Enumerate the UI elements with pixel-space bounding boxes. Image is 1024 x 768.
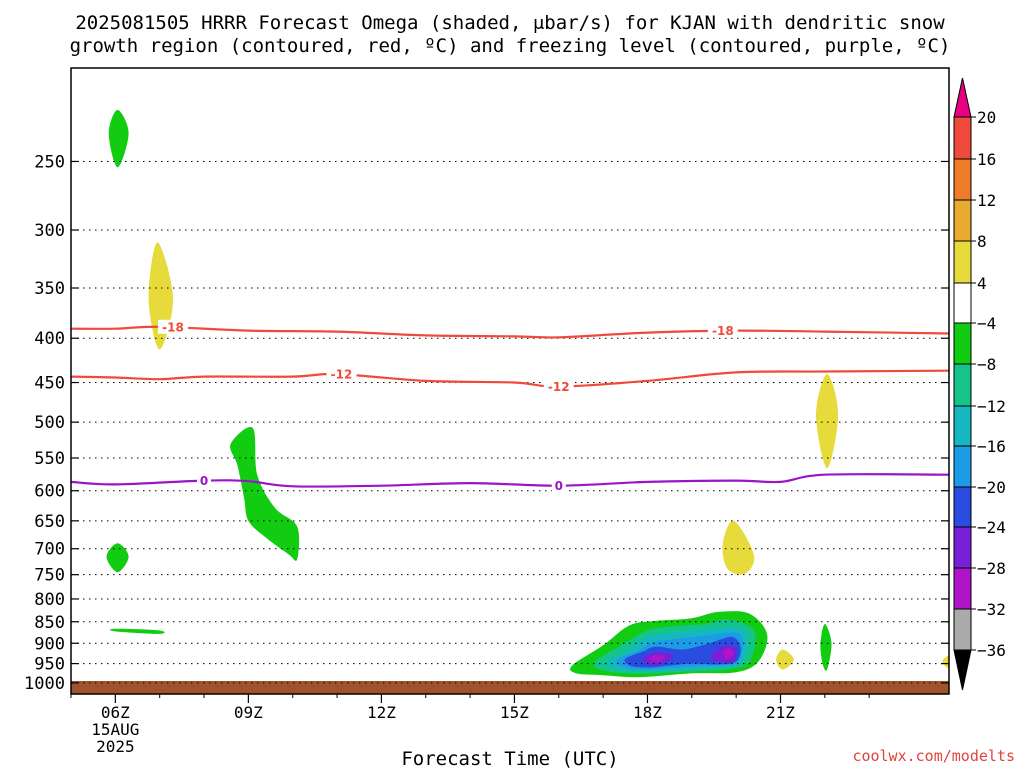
omega-region — [106, 543, 129, 573]
colorbar: 20 16 12 8 4 −4 −8 −12 −16 −20 −24 −28 −32 −36 — [953, 77, 1006, 691]
y-tick-label: 550 — [34, 449, 65, 469]
x-tick-label: 06Z — [101, 703, 130, 722]
colorbar-tick-label: 20 — [977, 108, 996, 127]
y-tick-label: 850 — [34, 613, 65, 633]
colorbar-swatch — [953, 199, 972, 242]
contour-label: -12 — [548, 380, 570, 394]
y-tick-label: 800 — [34, 590, 65, 610]
colorbar-swatch — [953, 526, 972, 569]
contour-label: -12 — [331, 368, 353, 382]
omega-region — [108, 109, 129, 168]
colorbar-tick-label: 4 — [977, 274, 987, 293]
plot-area — [71, 109, 949, 694]
colorbar-swatch — [953, 282, 972, 324]
plot-frame — [70, 67, 950, 695]
temperature-contours: -18 -18 -12 -12 0 0 — [70, 319, 950, 493]
y-tick-label: 700 — [34, 540, 65, 560]
colorbar-tick-label: −12 — [977, 397, 1006, 416]
colorbar-tick-label: −36 — [977, 641, 1006, 660]
y-tick-label: 650 — [34, 512, 65, 532]
chart-title-line1: 2025081505 HRRR Forecast Omega (shaded, … — [75, 12, 945, 34]
y-tick-label: 500 — [34, 413, 65, 433]
x-axis-label: Forecast Time (UTC) — [401, 748, 618, 768]
contour-label: -18 — [712, 324, 734, 338]
omega-region — [942, 655, 949, 669]
omega-region — [722, 520, 755, 575]
colorbar-tick-label: −32 — [977, 600, 1006, 619]
omega-region — [109, 628, 165, 634]
colorbar-tick-label: −20 — [977, 478, 1006, 497]
y-tick-label: 350 — [34, 279, 65, 299]
colorbar-swatch — [953, 322, 972, 365]
colorbar-bottom-arrow — [953, 649, 972, 691]
colorbar-tick-label: −16 — [977, 437, 1006, 456]
colorbar-tick-label: 8 — [977, 232, 987, 251]
contour-label: 0 — [555, 479, 563, 493]
contour-label-bg — [707, 323, 738, 338]
contour-label-bg — [551, 478, 566, 493]
contour-label-bg — [197, 473, 212, 488]
colorbar-tick-label: 12 — [977, 191, 996, 210]
x-tick-label: 09Z — [234, 703, 263, 722]
y-tick-label: 950 — [34, 655, 65, 675]
colorbar-tick-label: −4 — [977, 314, 996, 333]
chart-title-line2: growth region (contoured, red, ºC) and f… — [70, 35, 951, 57]
colorbar-swatch — [953, 405, 972, 447]
colorbar-swatch — [953, 158, 972, 201]
x-tick-label: 12Z — [367, 703, 396, 722]
y-tick-label: 900 — [34, 634, 65, 654]
contour-label: 0 — [200, 474, 208, 488]
omega-core-region — [649, 654, 666, 662]
colorbar-swatch — [953, 445, 972, 488]
contour-label: -18 — [162, 320, 184, 334]
colorbar-swatch — [953, 486, 972, 528]
omega-region — [230, 427, 300, 561]
y-tick-label: 750 — [34, 566, 65, 586]
y-tick-label: 250 — [34, 152, 65, 172]
credit-link[interactable]: coolwx.com/modelts — [852, 747, 1015, 765]
y-tick-label: 450 — [34, 374, 65, 394]
x-tick-label: 18Z — [633, 703, 662, 722]
colorbar-swatch — [953, 567, 972, 610]
omega-region — [816, 374, 839, 469]
y-tick-label: 300 — [34, 221, 65, 241]
grid-lines — [71, 160, 949, 684]
colorbar-tick-label: −8 — [977, 355, 996, 374]
contour-label-bg — [326, 367, 357, 382]
y-axis: 2503003504004505005506006507007508008509… — [24, 152, 949, 694]
colorbar-tick-label: 16 — [977, 150, 996, 169]
y-tick-label: 400 — [34, 329, 65, 349]
x-tick-label: 21Z — [766, 703, 795, 722]
omega-region — [776, 649, 794, 670]
ground-surface — [71, 680, 949, 694]
colorbar-tick-label: −24 — [977, 518, 1006, 537]
y-tick-label: 600 — [34, 482, 65, 502]
colorbar-swatch — [953, 608, 972, 651]
contour-line — [70, 325, 950, 339]
contour-label-bg — [543, 379, 574, 394]
x-tick-date: 15AUG — [91, 720, 139, 739]
x-tick-label: 15Z — [500, 703, 529, 722]
x-tick-year: 2025 — [96, 737, 135, 756]
y-tick-label: 1000 — [24, 674, 65, 694]
contour-label-bg — [157, 319, 188, 334]
colorbar-swatch — [953, 116, 972, 160]
colorbar-tick-label: −28 — [977, 559, 1006, 578]
colorbar-swatch — [953, 240, 972, 284]
contour-line — [70, 369, 950, 388]
omega-core-region — [722, 648, 734, 660]
omega-region — [820, 624, 832, 671]
colorbar-swatch — [953, 363, 972, 407]
colorbar-top-arrow — [953, 77, 972, 118]
